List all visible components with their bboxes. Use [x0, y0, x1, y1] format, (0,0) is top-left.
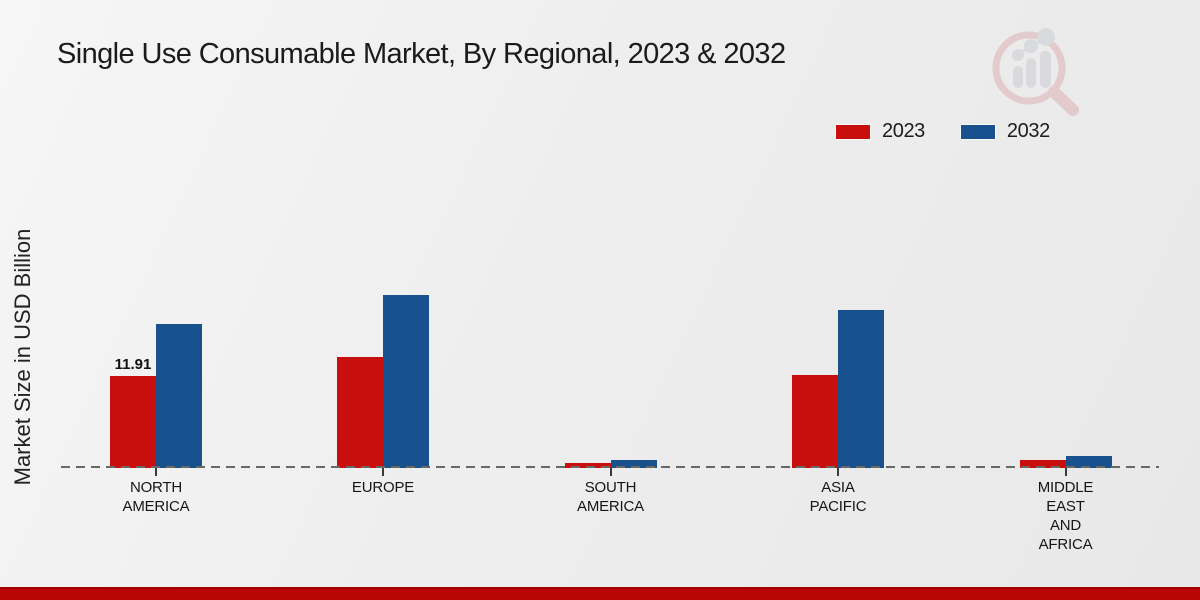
category-label-europe: EUROPE [351, 479, 415, 496]
legend-label-2023: 2023 [882, 120, 925, 142]
category-tick [382, 468, 384, 476]
value-label-2023: 11.91 [114, 356, 152, 373]
category-tick [837, 468, 839, 476]
bar-2023-south-america [564, 462, 611, 468]
category-label-middle-east-and-africa: MIDDLE EAST AND AFRICA [1037, 479, 1094, 553]
bar-2023-middle-east-and-africa [1019, 460, 1066, 468]
legend-item-2032: 2032 [960, 120, 1050, 143]
category-label-north-america: NORTH AMERICA [122, 479, 190, 515]
bar-2023-europe [337, 356, 383, 468]
legend-swatch-2023-icon [836, 124, 870, 139]
legend-label-2032: 2032 [1006, 120, 1050, 142]
category-label-south-america: SOUTH AMERICA [577, 479, 644, 515]
bar-2032-europe [383, 295, 429, 468]
bar-2032-asia-pacific [838, 310, 884, 468]
bar-2023-asia-pacific [792, 375, 838, 468]
footer-band [0, 587, 1200, 600]
category-label-asia-pacific: ASIA PACIFIC [809, 479, 867, 515]
category-tick [609, 468, 612, 476]
page-title: Single Use Consumable Market, By Regiona… [57, 38, 786, 70]
legend-item-2023: 2023 [836, 120, 925, 143]
bar-2032-north-america [156, 324, 202, 468]
bar-2032-middle-east-and-africa [1065, 455, 1112, 468]
category-tick [1064, 468, 1067, 476]
magnifier-bar-chart-logo-icon [992, 28, 1079, 116]
zero-baseline [61, 466, 1159, 468]
category-tick [155, 468, 157, 476]
legend-swatch-2032-icon [960, 124, 995, 139]
bar-2023-north-america [110, 376, 156, 468]
bar-2032-south-america [610, 460, 657, 468]
legend: 2023 2032 [836, 120, 1050, 143]
